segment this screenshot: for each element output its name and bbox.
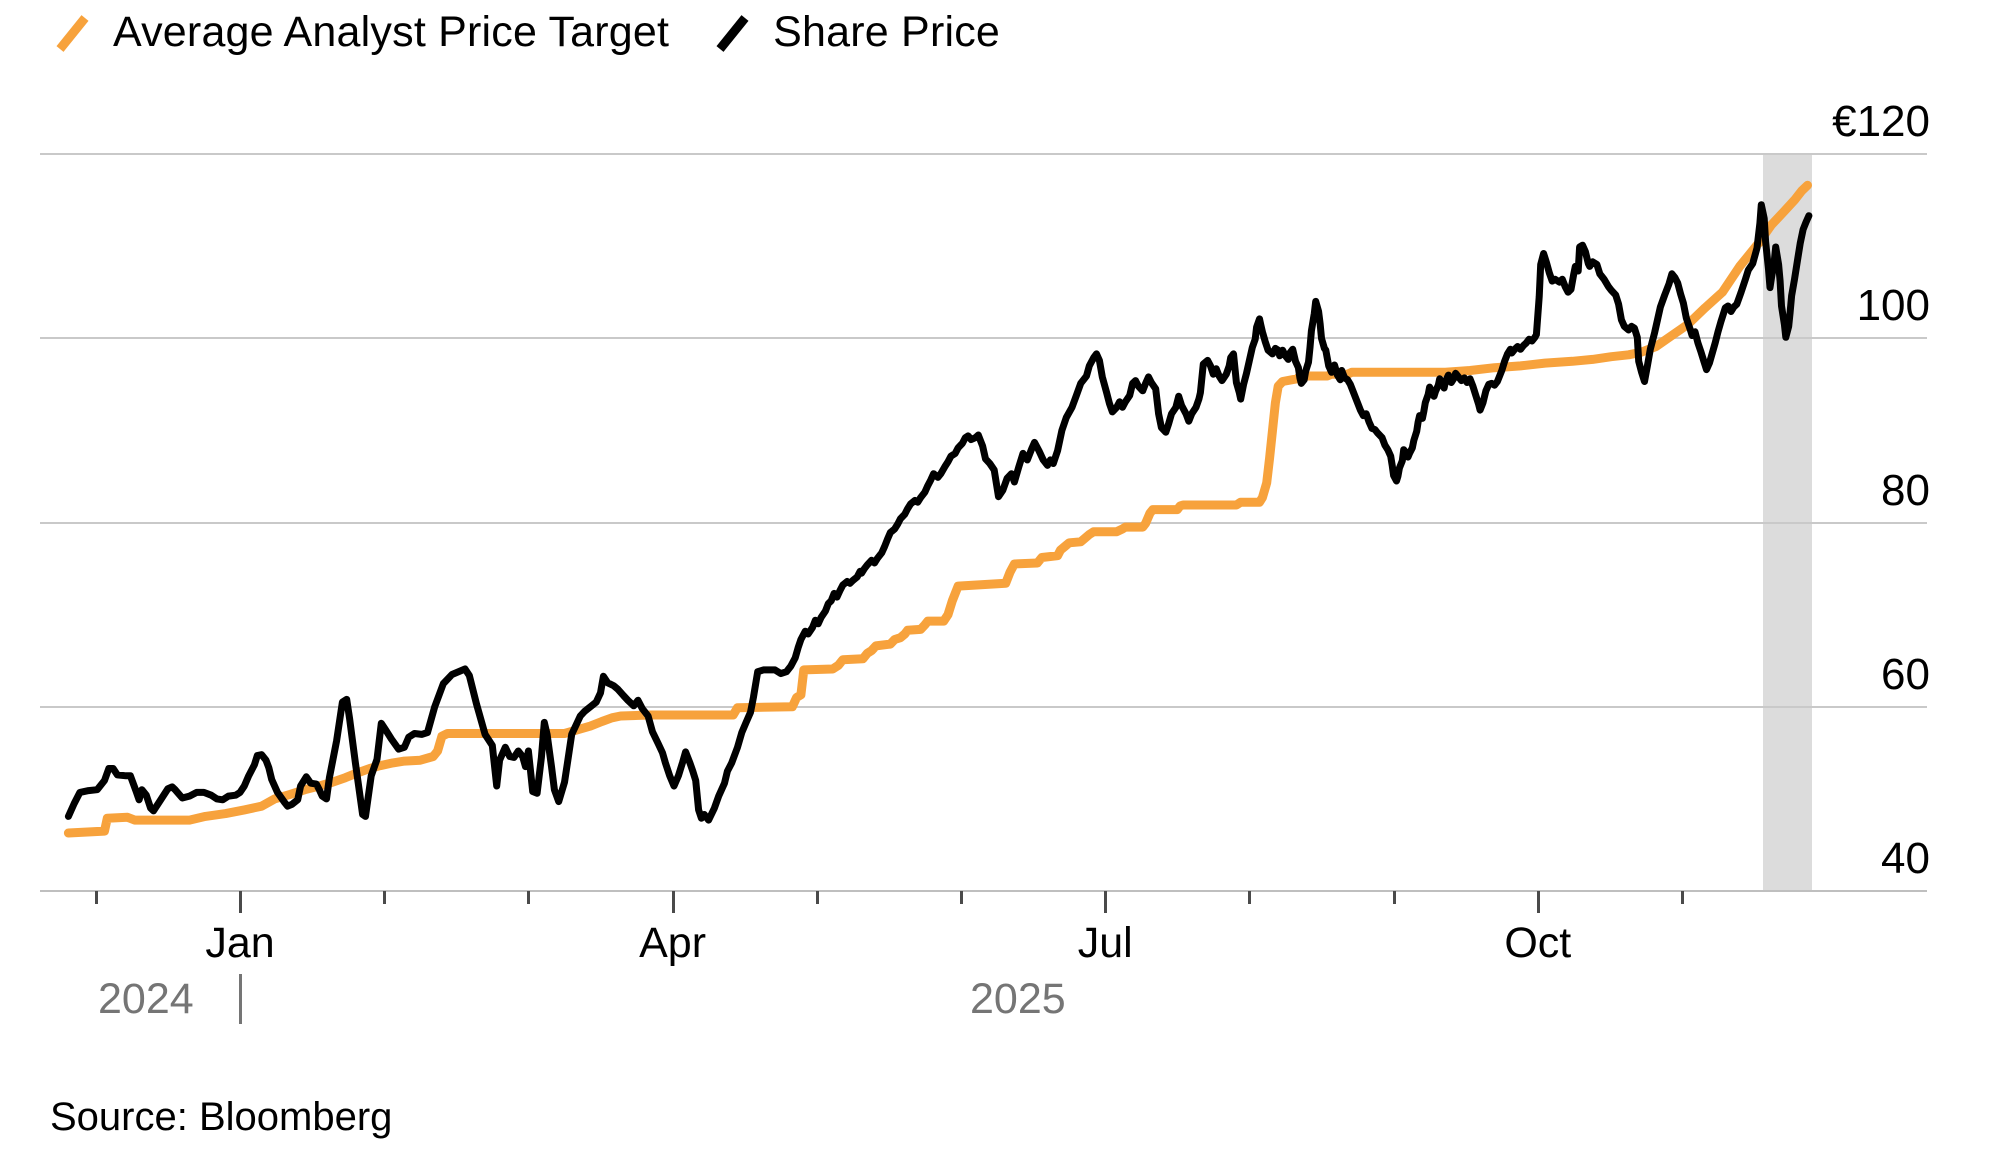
legend-label-price-target: Average Analyst Price Target	[113, 8, 670, 56]
y-axis-label-60: 60	[1881, 649, 1930, 699]
minor-x-tick	[1681, 891, 1684, 904]
minor-x-tick	[960, 891, 963, 904]
price-target-line	[63, 180, 1812, 838]
source-note: Source: Bloomberg	[50, 1095, 393, 1139]
gridline-40	[40, 890, 1927, 892]
year-label-2025: 2025	[970, 975, 1066, 1023]
x-axis-month-label-Jul: Jul	[1077, 919, 1133, 967]
major-x-tick	[671, 891, 675, 913]
major-x-tick	[239, 891, 242, 913]
legend-item-price-target: Average Analyst Price Target	[55, 8, 669, 57]
x-axis-month-label-Oct: Oct	[1504, 919, 1572, 967]
minor-x-tick	[94, 891, 98, 904]
minor-x-tick	[1392, 891, 1396, 904]
major-x-tick	[1536, 891, 1540, 913]
legend-item-share-price: Share Price	[715, 8, 1000, 57]
minor-x-tick	[1248, 891, 1252, 904]
x-axis-month-label-Jan: Jan	[205, 919, 275, 967]
orange-slash-icon	[56, 14, 89, 52]
year-divider	[239, 974, 242, 1024]
major-x-tick	[1104, 891, 1108, 913]
black-slash-icon	[716, 14, 749, 52]
gridline-80	[40, 521, 1927, 524]
year-label-2024: 2024	[98, 975, 194, 1023]
share-price-line	[64, 201, 1813, 824]
y-axis-label-40: 40	[1881, 834, 1930, 883]
gridline-100	[40, 337, 1927, 340]
gridline-60	[40, 705, 1927, 708]
y-axis-label-80: 80	[1881, 465, 1930, 515]
x-axis-month-label-Apr: Apr	[639, 919, 707, 967]
legend-label-share-price: Share Price	[773, 8, 1001, 56]
minor-x-tick	[527, 891, 531, 904]
y-axis-label-120: €120	[1832, 97, 1930, 146]
y-axis-label-100: 100	[1856, 281, 1930, 331]
gridline-120	[40, 153, 1927, 155]
minor-x-tick	[815, 891, 819, 904]
minor-x-tick	[383, 891, 387, 904]
legend: Average Analyst Price Target Share Price	[55, 8, 1000, 57]
